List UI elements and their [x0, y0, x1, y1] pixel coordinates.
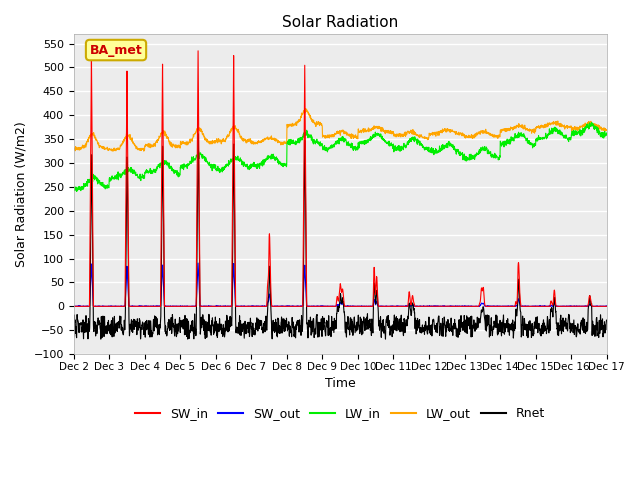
Title: Solar Radiation: Solar Radiation [282, 15, 398, 30]
SW_out [603, 303, 611, 309]
Rnet [556, 325, 564, 331]
SW_in [571, 303, 579, 309]
LW_out [556, 121, 564, 127]
LW_out [356, 129, 364, 134]
LW_in [588, 120, 595, 125]
SW_in [603, 303, 611, 309]
LW_out [140, 148, 148, 154]
SW_in [556, 303, 564, 309]
Legend: SW_in, SW_out, LW_in, LW_out, Rnet: SW_in, SW_out, LW_in, LW_out, Rnet [130, 402, 550, 425]
LW_out [301, 106, 309, 111]
SW_in [195, 48, 202, 54]
Rnet [356, 331, 364, 336]
LW_out [571, 126, 579, 132]
LW_in [495, 155, 503, 160]
SW_out [219, 303, 227, 309]
X-axis label: Time: Time [324, 377, 356, 390]
SW_in [356, 303, 364, 309]
SW_out [70, 303, 77, 309]
LW_out [495, 132, 503, 138]
Y-axis label: Solar Radiation (W/m2): Solar Radiation (W/m2) [15, 121, 28, 267]
Line: Rnet: Rnet [74, 134, 607, 339]
Rnet [571, 324, 579, 329]
SW_out [571, 303, 579, 309]
SW_out [356, 303, 364, 309]
LW_out [219, 139, 227, 144]
Line: LW_in: LW_in [74, 122, 607, 192]
LW_out [367, 127, 375, 133]
LW_out [603, 127, 611, 132]
Line: SW_out: SW_out [74, 263, 607, 306]
Rnet [367, 333, 375, 338]
Rnet [495, 323, 503, 328]
LW_in [70, 187, 77, 192]
SW_out [70, 303, 77, 309]
LW_in [556, 127, 564, 133]
SW_in [367, 303, 375, 309]
Text: BA_met: BA_met [90, 44, 142, 57]
SW_in [219, 303, 227, 309]
SW_out [495, 303, 503, 309]
SW_out [556, 303, 564, 309]
LW_in [603, 130, 611, 136]
SW_in [495, 303, 503, 309]
SW_out [367, 303, 375, 309]
Rnet [70, 334, 77, 340]
Rnet [195, 131, 202, 137]
Rnet [603, 317, 611, 323]
SW_in [70, 303, 77, 309]
Rnet [97, 336, 105, 342]
LW_in [356, 141, 364, 146]
Rnet [219, 334, 227, 339]
LW_in [571, 128, 579, 134]
LW_in [219, 166, 227, 172]
SW_out [195, 260, 202, 266]
Line: LW_out: LW_out [74, 108, 607, 151]
LW_in [73, 189, 81, 194]
LW_in [367, 137, 375, 143]
Line: SW_in: SW_in [74, 51, 607, 306]
LW_out [70, 146, 77, 152]
